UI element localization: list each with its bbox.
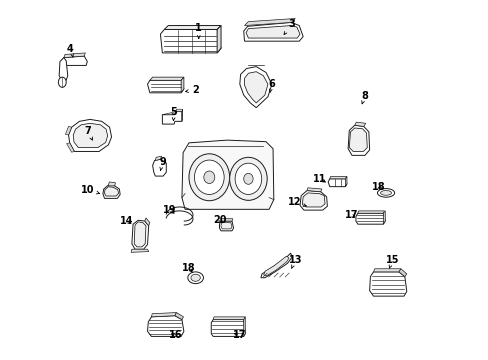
- Text: 9: 9: [159, 157, 165, 170]
- Polygon shape: [59, 58, 68, 80]
- Polygon shape: [131, 249, 148, 252]
- Polygon shape: [306, 188, 321, 192]
- Text: 5: 5: [170, 107, 177, 121]
- Polygon shape: [182, 109, 183, 121]
- Ellipse shape: [377, 189, 394, 197]
- Ellipse shape: [203, 171, 214, 184]
- Polygon shape: [160, 30, 221, 53]
- Text: 12: 12: [287, 197, 306, 207]
- Text: 18: 18: [371, 182, 385, 192]
- Polygon shape: [61, 56, 87, 66]
- Ellipse shape: [380, 190, 391, 195]
- Ellipse shape: [190, 274, 200, 281]
- Polygon shape: [354, 122, 365, 126]
- Polygon shape: [383, 211, 385, 224]
- Polygon shape: [369, 272, 406, 296]
- Text: 7: 7: [84, 126, 92, 140]
- Polygon shape: [221, 222, 231, 229]
- Polygon shape: [239, 67, 271, 108]
- Ellipse shape: [194, 160, 224, 194]
- Ellipse shape: [243, 174, 253, 184]
- Polygon shape: [219, 221, 233, 231]
- Polygon shape: [147, 80, 183, 93]
- Polygon shape: [152, 159, 166, 176]
- Polygon shape: [211, 320, 245, 336]
- Ellipse shape: [235, 163, 261, 194]
- Polygon shape: [162, 109, 183, 115]
- Text: 15: 15: [385, 255, 398, 268]
- Text: 17: 17: [233, 330, 246, 340]
- Polygon shape: [66, 143, 74, 152]
- Text: 13: 13: [288, 255, 302, 268]
- Polygon shape: [302, 193, 325, 207]
- Polygon shape: [348, 128, 366, 152]
- Ellipse shape: [229, 157, 266, 200]
- Text: 10: 10: [81, 185, 100, 195]
- Polygon shape: [373, 269, 400, 272]
- Ellipse shape: [187, 272, 203, 284]
- Polygon shape: [261, 253, 292, 278]
- Polygon shape: [213, 317, 245, 320]
- Polygon shape: [245, 26, 300, 38]
- Polygon shape: [357, 211, 384, 213]
- Polygon shape: [149, 77, 183, 80]
- Polygon shape: [103, 185, 120, 198]
- Polygon shape: [398, 269, 406, 276]
- Polygon shape: [162, 112, 182, 124]
- Polygon shape: [244, 72, 267, 103]
- Ellipse shape: [58, 77, 66, 87]
- Polygon shape: [68, 120, 111, 152]
- Polygon shape: [73, 123, 107, 148]
- Text: 17: 17: [344, 210, 357, 220]
- Polygon shape: [327, 179, 346, 186]
- Polygon shape: [181, 77, 183, 93]
- Polygon shape: [144, 218, 149, 226]
- Text: 8: 8: [361, 91, 367, 104]
- Text: 18: 18: [182, 263, 195, 273]
- Text: 2: 2: [185, 85, 199, 95]
- Polygon shape: [175, 312, 183, 320]
- Polygon shape: [347, 125, 369, 156]
- Text: 1: 1: [195, 23, 202, 39]
- Polygon shape: [108, 182, 115, 186]
- Polygon shape: [345, 176, 346, 186]
- Ellipse shape: [188, 154, 229, 201]
- Text: 6: 6: [268, 79, 275, 92]
- Polygon shape: [244, 18, 295, 26]
- Polygon shape: [155, 156, 161, 161]
- Text: 20: 20: [213, 215, 226, 225]
- Polygon shape: [243, 22, 303, 41]
- Polygon shape: [65, 126, 72, 135]
- Polygon shape: [217, 26, 221, 53]
- Polygon shape: [300, 190, 327, 210]
- Text: 4: 4: [67, 44, 74, 57]
- Text: 16: 16: [169, 330, 183, 340]
- Polygon shape: [263, 256, 288, 276]
- Text: 11: 11: [313, 174, 326, 184]
- Polygon shape: [104, 186, 119, 196]
- Polygon shape: [164, 26, 221, 30]
- Polygon shape: [134, 222, 145, 247]
- Polygon shape: [355, 213, 385, 224]
- Text: 3: 3: [284, 19, 294, 35]
- Polygon shape: [147, 316, 183, 336]
- Polygon shape: [329, 176, 346, 179]
- Text: 14: 14: [120, 216, 133, 226]
- Text: 19: 19: [163, 205, 176, 215]
- Polygon shape: [182, 140, 273, 209]
- Polygon shape: [221, 219, 232, 221]
- Polygon shape: [243, 317, 245, 336]
- Polygon shape: [132, 220, 148, 249]
- Polygon shape: [64, 53, 85, 58]
- Polygon shape: [151, 312, 176, 317]
